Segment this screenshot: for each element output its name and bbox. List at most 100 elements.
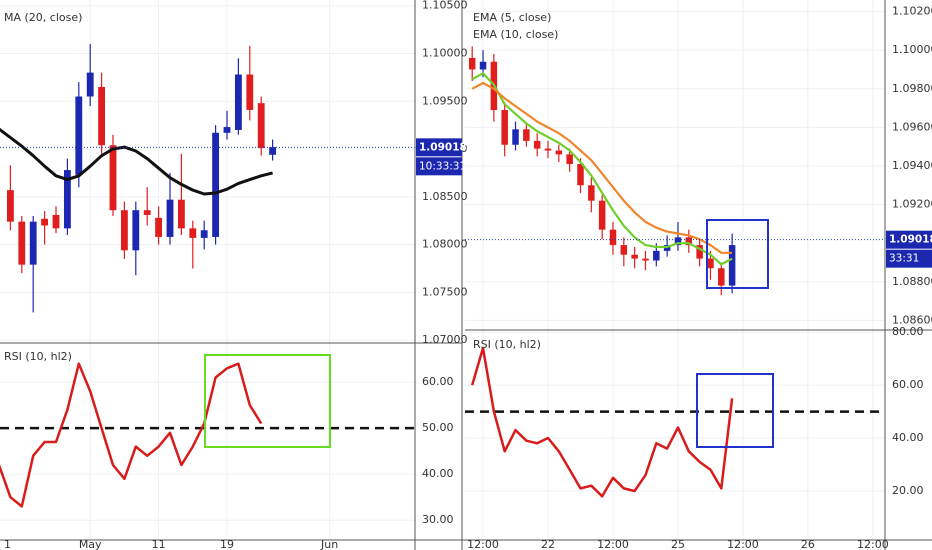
price-label: 1.09018: [419, 141, 467, 153]
x-tick-label: 12:00: [727, 538, 759, 550]
highlight-box: [696, 373, 774, 448]
x-tick-label: 22: [541, 538, 555, 550]
candle-body: [212, 132, 220, 237]
x-tick-label: 26: [801, 538, 815, 550]
y-tick-label: 60.00: [422, 375, 454, 388]
y-tick-label: 1.07000: [422, 333, 468, 346]
candle-body: [642, 258, 649, 261]
rsi-line: [470, 346, 734, 498]
ma-line: [0, 127, 273, 196]
y-tick-label: 40.00: [422, 467, 454, 480]
legend-entry: EMA (10, close): [473, 28, 558, 41]
candle-body: [200, 230, 208, 238]
candle-body: [155, 217, 163, 237]
x-tick-label: 11: [152, 538, 166, 550]
x-tick-label: 12:00: [597, 538, 629, 550]
y-tick-label: 40.00: [892, 431, 924, 444]
candle-body: [166, 199, 174, 237]
y-tick-label: 60.00: [892, 378, 924, 391]
y-tick-label: 80.00: [892, 325, 924, 338]
candle-body: [269, 147, 277, 155]
countdown-badge: [886, 249, 932, 268]
candle-body: [728, 245, 736, 286]
candle-body: [707, 258, 714, 269]
y-tick-label: 1.10000: [422, 47, 468, 60]
ma-line: [471, 81, 733, 254]
candle-body: [544, 148, 552, 151]
x-tick-label: 25: [671, 538, 685, 550]
candle-body: [75, 96, 83, 175]
y-tick-label: 50.00: [422, 421, 454, 434]
y-tick-label: 1.09500: [422, 94, 468, 107]
countdown-label: 33:31: [889, 253, 919, 265]
y-tick-label: 1.10500: [422, 0, 468, 12]
candle-body: [52, 214, 60, 229]
candle-body: [6, 190, 14, 222]
price-label: 1.09018: [889, 234, 932, 246]
candle-body: [620, 245, 628, 255]
candle-body: [696, 245, 703, 259]
candle-body: [234, 74, 242, 130]
candle-body: [132, 210, 140, 251]
x-tick-label: 1: [4, 538, 11, 550]
candle-body: [18, 221, 26, 265]
candle-body: [63, 170, 71, 229]
candle-body: [523, 129, 530, 141]
candle-body: [566, 154, 573, 165]
y-tick-label: 1.08000: [422, 238, 468, 251]
countdown-label: 10:33:31: [419, 160, 466, 172]
candle-body: [468, 57, 476, 70]
x-tick-label: 12:00: [467, 538, 499, 550]
candle-body: [501, 110, 508, 145]
highlight-box: [706, 219, 769, 289]
y-tick-label: 20.00: [892, 484, 924, 497]
candle-body: [41, 218, 49, 226]
highlight-box: [204, 354, 331, 448]
candle-body: [588, 185, 595, 201]
candle-body: [177, 199, 185, 229]
y-tick-label: 1.08500: [422, 190, 468, 203]
candle-body: [718, 268, 725, 286]
marks-layer: [0, 43, 885, 508]
candle-body: [120, 210, 128, 251]
candle-body: [577, 164, 584, 186]
legend-entry: MA (20, close): [4, 11, 82, 24]
y-tick-label: 1.09600: [892, 120, 932, 133]
candle-body: [685, 237, 693, 246]
candle-body: [223, 127, 231, 133]
candle-body: [631, 254, 638, 259]
x-tick-label: 19: [220, 538, 234, 550]
candle-body: [98, 86, 106, 146]
grid-layer: [0, 0, 885, 540]
candle-body: [598, 200, 606, 230]
y-tick-label: 1.08800: [892, 275, 932, 288]
candle-body: [512, 129, 519, 145]
price-badge: [416, 138, 462, 157]
y-tick-label: 1.10200: [892, 5, 932, 18]
plot: [465, 46, 885, 498]
countdown-badge: [416, 157, 462, 176]
plot: [0, 43, 415, 508]
y-tick-label: 1.08600: [892, 313, 932, 326]
legend-entry: RSI (10, hl2): [473, 338, 541, 351]
candle-body: [109, 145, 117, 211]
candle-body: [653, 250, 660, 261]
ma-line: [471, 72, 733, 266]
price-badge: [886, 230, 932, 249]
candle-body: [143, 210, 151, 215]
candle-body: [189, 228, 197, 238]
rsi-line: [0, 362, 263, 508]
y-tick-label: 30.00: [422, 513, 454, 526]
x-tick-label: 12:00: [857, 538, 889, 550]
y-tick-label: 1.10000: [892, 43, 932, 56]
x-tick-label: Jun: [320, 538, 338, 550]
x-tick-label: May: [79, 538, 102, 550]
y-tick-label: 1.07500: [422, 285, 468, 298]
legend-entry: EMA (5, close): [473, 11, 551, 24]
candle-body: [479, 61, 487, 70]
y-tick-label: 1.09800: [892, 82, 932, 95]
candle-body: [86, 72, 94, 97]
candle-body: [555, 150, 563, 155]
